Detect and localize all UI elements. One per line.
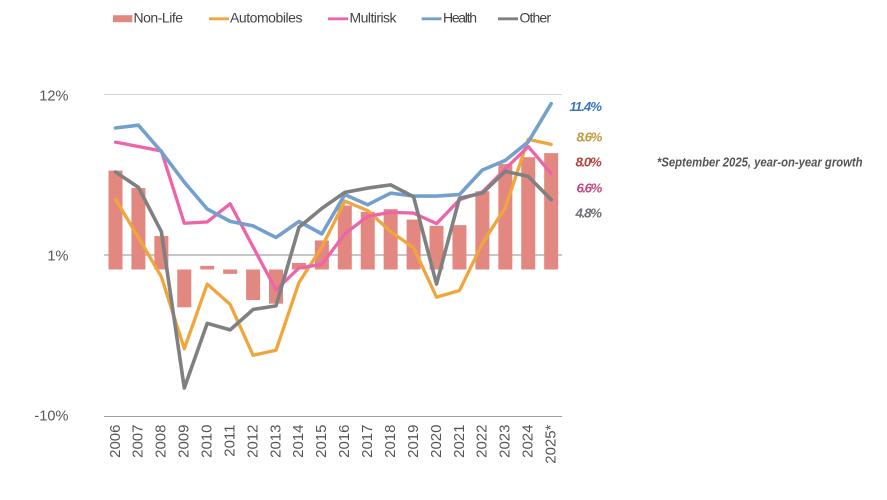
- svg-text:8.0%: 8.0%: [576, 155, 602, 170]
- svg-text:8.6%: 8.6%: [577, 130, 603, 145]
- svg-text:2025*: 2025*: [542, 424, 559, 463]
- svg-text:2016: 2016: [336, 425, 353, 458]
- svg-text:2006: 2006: [107, 425, 124, 458]
- svg-text:2024: 2024: [520, 425, 537, 458]
- svg-text:2011: 2011: [221, 425, 238, 457]
- svg-text:Multirisk: Multirisk: [350, 10, 398, 26]
- svg-text:2013: 2013: [267, 425, 284, 458]
- svg-text:4.8%: 4.8%: [575, 206, 603, 221]
- svg-text:2015: 2015: [313, 425, 330, 458]
- svg-text:Non-Life: Non-Life: [134, 10, 184, 26]
- svg-text:2010: 2010: [199, 425, 216, 458]
- svg-text:Automobiles: Automobiles: [230, 10, 303, 26]
- svg-text:2014: 2014: [290, 425, 307, 458]
- svg-text:12%: 12%: [39, 89, 68, 105]
- svg-text:2019: 2019: [405, 425, 422, 458]
- svg-text:*September 2025, year-on-year: *September 2025, year-on-year growth: [657, 155, 863, 170]
- svg-text:11.4%: 11.4%: [570, 99, 603, 114]
- svg-text:2008: 2008: [153, 425, 170, 458]
- svg-text:6.6%: 6.6%: [577, 181, 603, 196]
- svg-text:2022: 2022: [474, 425, 491, 458]
- svg-text:2012: 2012: [244, 425, 261, 458]
- svg-text:2018: 2018: [382, 425, 399, 458]
- svg-text:2007: 2007: [130, 425, 147, 458]
- svg-text:Other: Other: [520, 10, 552, 26]
- svg-text:2017: 2017: [359, 425, 376, 458]
- svg-text:2023: 2023: [497, 425, 514, 458]
- svg-text:Health: Health: [443, 10, 477, 26]
- svg-text:2009: 2009: [176, 425, 193, 458]
- svg-text:2021: 2021: [451, 425, 468, 458]
- svg-text:2020: 2020: [428, 425, 445, 458]
- svg-text:-10%: -10%: [34, 409, 68, 425]
- svg-text:1%: 1%: [47, 249, 68, 265]
